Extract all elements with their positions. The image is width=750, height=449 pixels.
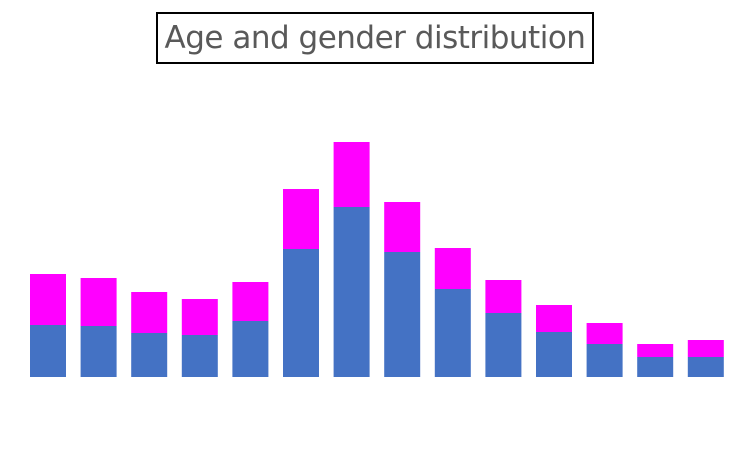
bar-male-3 [131,333,168,377]
bar-female-4 [181,299,218,335]
bar-female-8 [384,202,421,252]
bar-male-7 [333,207,370,377]
bar-female-11 [536,305,572,332]
bar-male-4 [181,335,218,377]
bar-male-10 [485,313,522,377]
bar-female-9 [434,248,471,289]
bar-female-13 [637,344,674,357]
bar-male-2 [80,326,117,377]
bar-male-13 [637,357,674,377]
bar-male-14 [687,357,724,377]
bar-male-9 [434,289,471,377]
chart-title: Age and gender distribution [156,12,594,64]
bar-female-3 [131,292,168,333]
bar-male-1 [30,325,66,377]
bar-female-12 [586,323,623,344]
bar-female-5 [232,282,269,321]
bar-female-10 [485,280,522,313]
bar-male-12 [586,344,623,377]
bar-female-2 [80,278,117,326]
bar-female-14 [687,340,724,357]
bar-male-11 [536,332,572,377]
bar-male-8 [384,252,421,377]
bar-male-5 [232,321,269,377]
bar-male-6 [283,249,319,377]
bar-female-1 [30,274,66,325]
bar-female-6 [283,189,319,249]
bar-female-7 [333,142,370,207]
